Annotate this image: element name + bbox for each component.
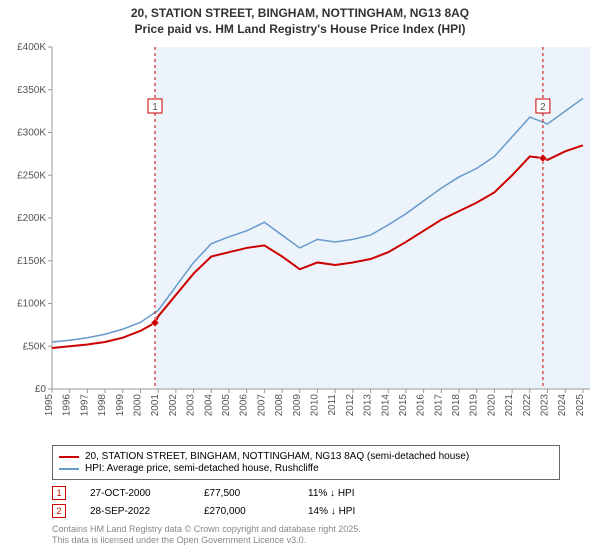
legend-label: HPI: Average price, semi-detached house,… (85, 463, 319, 474)
marker-delta: 11% ↓ HPI (308, 488, 355, 499)
svg-text:£200K: £200K (17, 213, 46, 224)
marker-badge: 2 (52, 504, 66, 518)
svg-text:2022: 2022 (522, 394, 533, 417)
svg-text:1996: 1996 (62, 394, 73, 417)
svg-text:1: 1 (152, 102, 158, 113)
legend-row: 20, STATION STREET, BINGHAM, NOTTINGHAM,… (59, 451, 553, 462)
svg-text:2018: 2018 (451, 394, 462, 417)
credits: Contains HM Land Registry data © Crown c… (52, 524, 560, 547)
marker-row: 2 28-SEP-2022 £270,000 14% ↓ HPI (52, 502, 560, 520)
title-line-2: Price paid vs. HM Land Registry's House … (10, 22, 590, 38)
legend-row: HPI: Average price, semi-detached house,… (59, 463, 553, 474)
svg-text:2005: 2005 (221, 394, 232, 417)
svg-text:2002: 2002 (168, 394, 179, 417)
legend-swatch (59, 468, 79, 470)
svg-text:2001: 2001 (150, 394, 161, 417)
chart-area: £0 £50K £100K £150K £200K £250K £300K £350K £400… (0, 39, 600, 439)
marker-price: £77,500 (204, 488, 284, 499)
svg-text:£50K: £50K (23, 341, 47, 352)
svg-text:2014: 2014 (380, 394, 391, 417)
svg-text:2010: 2010 (309, 394, 320, 417)
marker-price: £270,000 (204, 506, 284, 517)
credits-line-1: Contains HM Land Registry data © Crown c… (52, 524, 560, 535)
svg-text:2008: 2008 (274, 394, 285, 417)
svg-text:£400K: £400K (17, 42, 46, 53)
svg-text:2019: 2019 (469, 394, 480, 417)
svg-text:2007: 2007 (256, 394, 267, 417)
svg-text:2: 2 (540, 102, 546, 113)
svg-text:2020: 2020 (486, 394, 497, 417)
svg-text:1997: 1997 (79, 394, 90, 417)
svg-text:£300K: £300K (17, 128, 46, 139)
svg-text:£350K: £350K (17, 85, 46, 96)
svg-text:£150K: £150K (17, 256, 46, 267)
svg-text:2017: 2017 (433, 394, 444, 417)
svg-text:2021: 2021 (504, 394, 515, 417)
legend-label: 20, STATION STREET, BINGHAM, NOTTINGHAM,… (85, 451, 469, 462)
legend-swatch (59, 456, 79, 458)
credits-line-2: This data is licensed under the Open Gov… (52, 535, 560, 546)
svg-text:2023: 2023 (540, 394, 551, 417)
svg-text:2009: 2009 (292, 394, 303, 417)
svg-text:2024: 2024 (557, 394, 568, 417)
svg-text:2016: 2016 (416, 394, 427, 417)
svg-text:2000: 2000 (132, 394, 143, 417)
marker-delta: 14% ↓ HPI (308, 506, 355, 517)
svg-text:£250K: £250K (17, 170, 46, 181)
svg-text:1998: 1998 (97, 394, 108, 417)
svg-text:2006: 2006 (239, 394, 250, 417)
chart-title-block: 20, STATION STREET, BINGHAM, NOTTINGHAM,… (0, 0, 600, 39)
legend: 20, STATION STREET, BINGHAM, NOTTINGHAM,… (52, 445, 560, 480)
svg-text:2013: 2013 (363, 394, 374, 417)
marker-badge: 1 (52, 486, 66, 500)
svg-text:£100K: £100K (17, 299, 46, 310)
svg-text:£0: £0 (35, 384, 47, 395)
marker-row: 1 27-OCT-2000 £77,500 11% ↓ HPI (52, 484, 560, 502)
marker-date: 28-SEP-2022 (90, 506, 180, 517)
svg-text:1999: 1999 (115, 394, 126, 417)
svg-text:2015: 2015 (398, 394, 409, 417)
svg-text:2003: 2003 (186, 394, 197, 417)
svg-text:2025: 2025 (575, 394, 586, 417)
svg-text:1995: 1995 (44, 394, 55, 417)
svg-text:2011: 2011 (327, 394, 338, 416)
price-chart-svg: £0 £50K £100K £150K £200K £250K £300K £350K £400… (0, 39, 600, 439)
svg-text:2004: 2004 (203, 394, 214, 417)
marker-table: 1 27-OCT-2000 £77,500 11% ↓ HPI 2 28-SEP-2022… (52, 484, 560, 520)
svg-text:2012: 2012 (345, 394, 356, 417)
marker-date: 27-OCT-2000 (90, 488, 180, 499)
title-line-1: 20, STATION STREET, BINGHAM, NOTTINGHAM,… (10, 6, 590, 22)
